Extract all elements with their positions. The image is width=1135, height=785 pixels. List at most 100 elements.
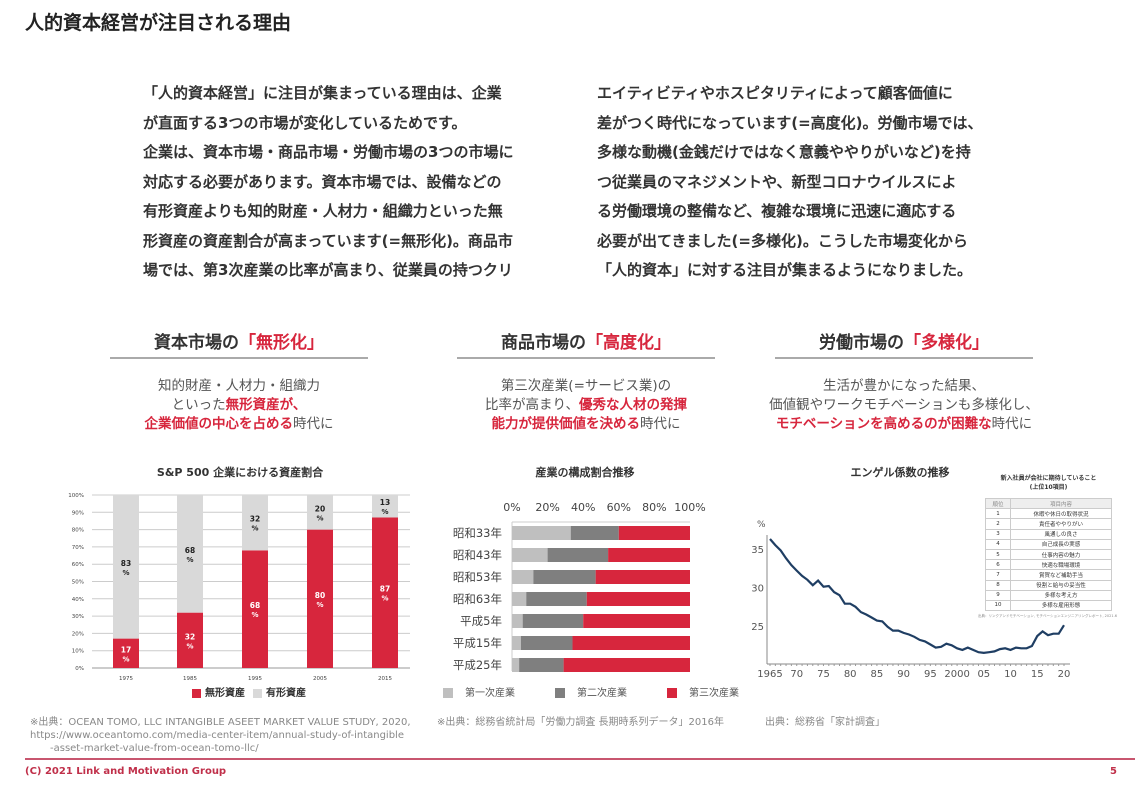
y-tick-label: 20% [72, 631, 84, 637]
x-tick-label: 95 [924, 669, 937, 680]
y-tick-label: 30 [751, 584, 764, 595]
item-cell: 休暇や休日の取得状況 [1010, 508, 1112, 520]
x-tick-label: 80% [642, 501, 666, 514]
x-tick-label: 85 [871, 669, 884, 680]
engel-line [769, 538, 1065, 655]
legend-label: 有形資産 [266, 688, 306, 699]
rank-table: 順位 項目内容 1 休暇や休日の取得状況 2 責任者ややりがい 3 風通しの良さ 4 自己成長の… [985, 497, 1112, 612]
description-text: 知的財産・人材力・組織力 [158, 378, 320, 394]
legend-label: 第二次産業 [577, 688, 627, 699]
column-heading: 労働市場の「多様化」 [775, 328, 1033, 353]
data-label: 17 [121, 645, 131, 654]
bar-segment-1 [512, 592, 527, 606]
body-line: る労働環境の整備など、複雑な環境に迅速に適応する [597, 202, 957, 220]
data-label-unit: % [122, 655, 129, 663]
bar-tangible [177, 495, 203, 613]
data-label-unit: % [122, 569, 129, 577]
rank-cell: 10 [985, 599, 1011, 612]
x-tick-label: 70 [790, 669, 803, 680]
y-tick-label: 0% [75, 666, 84, 672]
data-label-unit: % [186, 556, 193, 564]
description-line: 比率が高まり、優秀な人材の発揮 [426, 396, 746, 415]
description-line: 能力が提供価値を決める時代に [426, 415, 746, 434]
description-text: 生活が豊かになった結果、 [823, 378, 985, 394]
bar-segment-3 [583, 614, 690, 628]
copyright: (C) 2021 Link and Motivation Group [25, 766, 227, 777]
bar-segment-2 [547, 548, 609, 562]
rank-cell: 5 [985, 548, 1011, 561]
x-tick-label: 2000 [944, 669, 969, 680]
legend-swatch [192, 688, 201, 698]
body-line: 有形資産よりも知的財産・人材力・組織力といった無 [143, 202, 503, 220]
item-cell: 賞賀など補助手当 [1010, 569, 1112, 581]
legend-swatch [253, 688, 262, 698]
description-text: 価値観やワークモチベーションも多様化し、 [769, 397, 1039, 413]
y-tick-label: 25 [751, 622, 764, 633]
description-text: 第三次産業(=サービス業)の [500, 378, 672, 394]
bar-segment-2 [522, 614, 584, 628]
y-tick-label: 70% [72, 545, 84, 551]
x-tick-label: 90 [897, 669, 910, 680]
note-line: ※出典：OCEAN TOMO, LLC INTANGIBLE ASEET MAR… [30, 717, 411, 728]
bar-segment-1 [512, 658, 520, 672]
heading-highlight: 「高度化」 [586, 333, 671, 353]
source-note-assets: ※出典：OCEAN TOMO, LLC INTANGIBLE ASEET MAR… [30, 716, 411, 755]
highlight-text: 能力が提供価値を決める [491, 416, 641, 432]
y-tick-label: 60% [72, 562, 84, 568]
column-divider [457, 357, 715, 359]
description-line: 第三次産業(=サービス業)の [426, 377, 746, 396]
legend-item: 第一次産業 [443, 684, 515, 699]
industry-composition-chart: 0% 20% 40% 60% 80% 100% 昭和33年昭和43年昭和53年昭和63年平成… [453, 501, 706, 672]
bar-segment-1 [512, 548, 548, 562]
x-tick-label: 2015 [378, 676, 392, 682]
row-label: 平成5年 [460, 614, 502, 628]
legend-swatch [555, 688, 565, 698]
data-label: 32 [185, 632, 195, 641]
row-label: 昭和63年 [453, 592, 502, 606]
bar-segment-3 [595, 570, 690, 584]
body-line: 多様な動機(金銭だけではなく意義ややりがいなど)を持 [597, 143, 971, 161]
bar-segment-1 [512, 636, 521, 650]
rank-table-title-line: (上位10項目) [1029, 484, 1068, 491]
bar-segment-2 [519, 658, 564, 672]
heading-highlight: 「無形化」 [239, 333, 324, 353]
rank-row: 4 自己成長の実感 [985, 538, 1112, 550]
row-label: 昭和53年 [453, 570, 502, 584]
item-cell: 快適な職場環境 [1010, 559, 1112, 571]
rank-cell: 6 [985, 559, 1011, 571]
data-label: 80 [315, 591, 325, 600]
legend-item: 無形資産 [192, 684, 245, 699]
x-tick-label: 60% [607, 501, 631, 514]
description-text: 比率が高まり、 [485, 397, 579, 413]
rank-row: 7 賞賀など補助手当 [985, 569, 1112, 581]
body-text-right: エイティビティやホスピタリティによって顧客価値に 差がつく時代になっています(=… [597, 79, 1017, 286]
data-label-unit: % [316, 514, 323, 522]
x-tick-label: 80 [844, 669, 857, 680]
legend-item: 第三次産業 [667, 684, 739, 699]
rank-row: 3 風通しの良さ [985, 528, 1112, 540]
legend-label: 第三次産業 [689, 688, 739, 699]
rank-cell: 3 [985, 528, 1011, 540]
data-label-unit: % [381, 508, 388, 516]
bar-tangible [372, 495, 398, 518]
legend-item: 有形資産 [253, 684, 306, 699]
data-label: 13 [380, 498, 390, 507]
bar-segment-3 [608, 548, 690, 562]
description-line: 知的財産・人材力・組織力 [79, 377, 399, 396]
highlight-text: 優秀な人材の発揮 [578, 397, 687, 413]
rank-cell: 9 [985, 589, 1011, 601]
legend-swatch [443, 688, 453, 698]
column-heading: 資本市場の「無形化」 [110, 328, 368, 353]
data-label-unit: % [381, 595, 388, 603]
bar-segment-3 [586, 592, 690, 606]
y-tick-label: 100% [68, 493, 84, 499]
bar-segment-2 [526, 592, 587, 606]
rank-row: 8 役割と給与の妥当性 [985, 579, 1112, 591]
bar-segment-3 [572, 636, 690, 650]
column-divider [110, 357, 368, 359]
x-tick-label: 05 [977, 669, 990, 680]
data-label-unit: % [251, 525, 258, 533]
column-description: 知的財産・人材力・組織力 といった無形資産が、 企業価値の中心を占める時代に [79, 377, 399, 434]
description-line: モチベーションを高めるのが困難な時代に [744, 415, 1064, 434]
description-line: といった無形資産が、 [79, 396, 399, 415]
